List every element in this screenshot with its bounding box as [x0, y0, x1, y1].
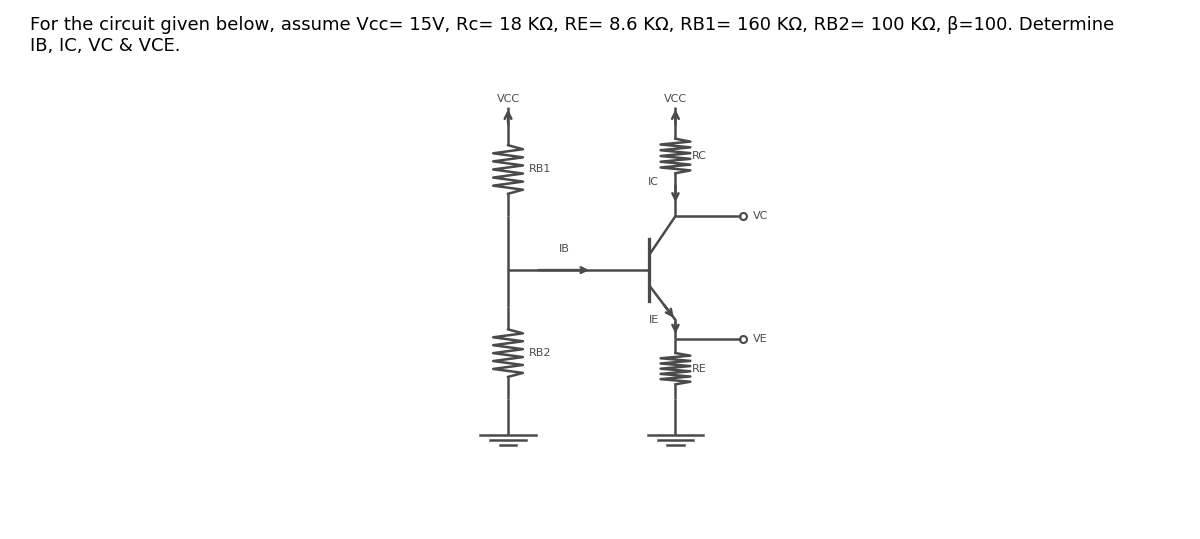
Text: VE: VE: [752, 334, 767, 343]
Text: For the circuit given below, assume Vcc= 15V, Rc= 18 KΩ, RE= 8.6 KΩ, RB1= 160 KΩ: For the circuit given below, assume Vcc=…: [30, 16, 1115, 55]
Text: IC: IC: [648, 177, 659, 186]
Text: RB2: RB2: [528, 348, 551, 358]
Text: IE: IE: [648, 315, 659, 325]
Text: RE: RE: [692, 364, 707, 374]
Text: VC: VC: [752, 211, 768, 221]
Text: VCC: VCC: [497, 94, 520, 104]
Text: RB1: RB1: [528, 164, 551, 175]
Text: IB: IB: [558, 244, 569, 254]
Text: RC: RC: [692, 151, 707, 161]
Text: VCC: VCC: [664, 94, 688, 104]
